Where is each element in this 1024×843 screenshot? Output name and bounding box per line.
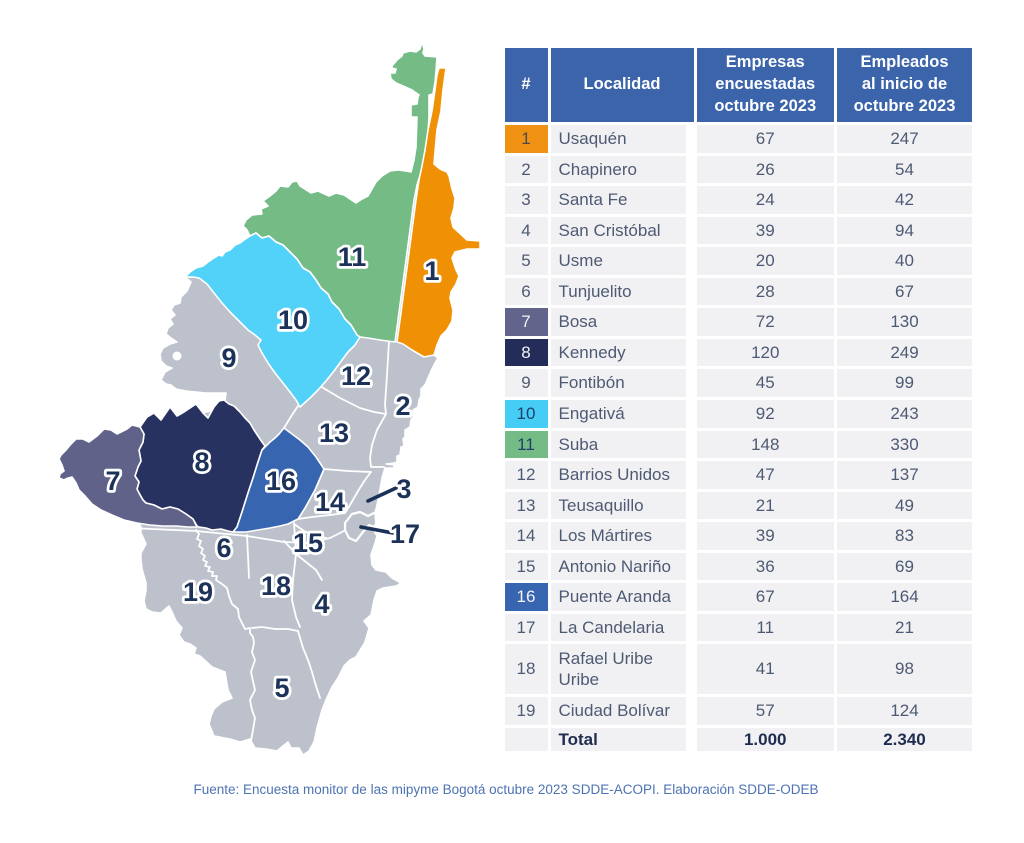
svg-text:6: 6 [216, 533, 231, 563]
svg-text:7: 7 [105, 466, 120, 496]
svg-text:16: 16 [266, 466, 296, 496]
svg-text:18: 18 [261, 571, 291, 601]
svg-text:8: 8 [194, 447, 209, 477]
svg-text:1: 1 [424, 256, 439, 286]
svg-text:10: 10 [278, 305, 308, 335]
svg-text:9: 9 [221, 343, 236, 373]
svg-text:3: 3 [396, 474, 411, 504]
svg-text:11: 11 [338, 242, 367, 272]
svg-text:4: 4 [314, 589, 329, 619]
svg-text:14: 14 [315, 487, 345, 517]
svg-text:15: 15 [293, 528, 323, 558]
svg-text:2: 2 [395, 391, 410, 421]
svg-text:5: 5 [274, 673, 289, 703]
svg-text:12: 12 [341, 361, 371, 391]
svg-text:17: 17 [390, 519, 420, 549]
svg-text:13: 13 [319, 418, 349, 448]
svg-text:19: 19 [183, 577, 213, 607]
